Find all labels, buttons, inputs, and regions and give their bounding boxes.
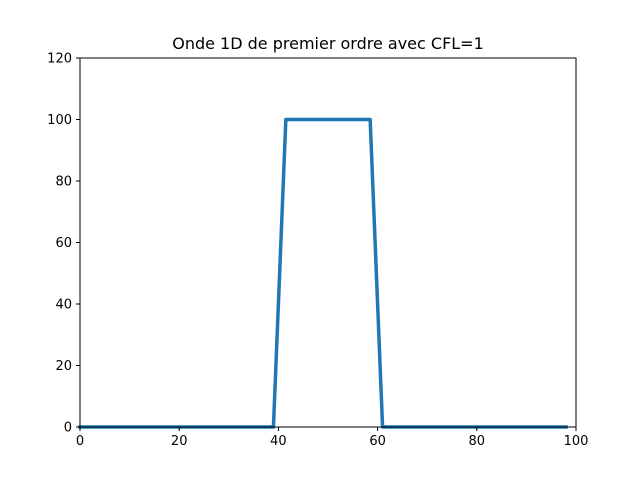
x-tick-label: 80 [469,434,486,449]
series-layer [78,117,568,429]
y-tick-label: 80 [55,175,72,190]
x-tick-label: 60 [369,434,386,449]
x-tick-label: 40 [270,434,287,449]
x-tick-label: 0 [76,434,84,449]
y-tick-label: 0 [64,421,72,436]
y-tick-label: 60 [55,236,72,251]
series-line-0 [78,117,568,429]
chart-title: Onde 1D de premier ordre avec CFL=1 [172,34,484,53]
y-tick-label: 100 [47,113,72,128]
x-tick-label: 100 [564,434,589,449]
x-tick-label: 20 [171,434,188,449]
y-tick-label: 20 [55,359,72,374]
y-tick-label: 40 [55,298,72,313]
y-axis: 0 20 40 60 80 100 120 [47,52,80,436]
y-tick-label: 120 [47,52,72,67]
plot-frame [79,57,577,428]
x-axis: 0 20 40 60 80 100 [76,427,589,449]
